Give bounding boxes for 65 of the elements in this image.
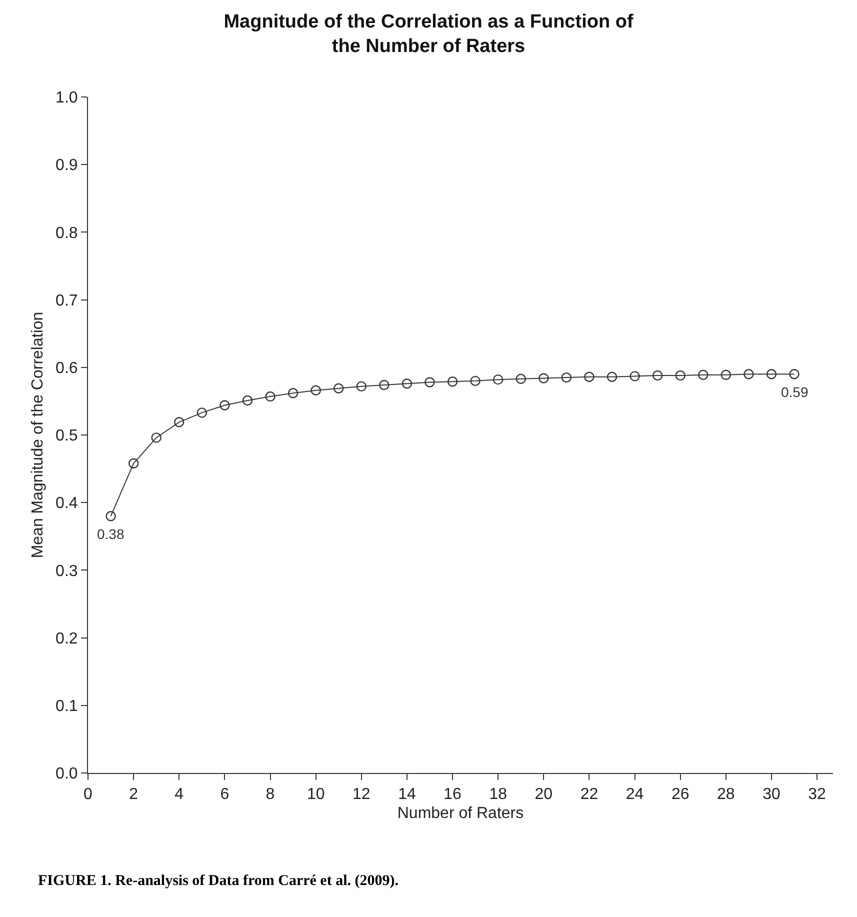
x-tick-label: 26 (671, 786, 690, 804)
point (242, 395, 253, 406)
point (128, 458, 139, 468)
point (675, 370, 686, 381)
point (698, 370, 708, 380)
y-tick-label: 0.3 (56, 562, 78, 580)
point (606, 372, 618, 382)
x-tick-label: 6 (220, 786, 230, 804)
x-tick-label: 28 (717, 786, 735, 804)
x-tick-label: 16 (444, 786, 462, 804)
x-tick-label: 32 (808, 786, 826, 804)
y-tick-label: 0.4 (56, 495, 78, 512)
y-tick-label: 0.7 (56, 292, 78, 310)
point (379, 380, 390, 390)
y-tick-label: 0.5 (56, 428, 78, 445)
point (516, 374, 526, 384)
point (789, 369, 800, 380)
x-tick-label: 8 (266, 786, 275, 804)
x-tick-label: 18 (489, 786, 508, 804)
point (288, 388, 298, 398)
y-tick-label: 0.2 (56, 630, 78, 648)
x-tick-label: 0 (84, 786, 93, 804)
point (538, 373, 549, 384)
chart-title: Magnitude of the Correlation as a Function of the Number of Raters (224, 12, 634, 58)
point (447, 376, 458, 387)
x-tick-label: 24 (626, 786, 644, 804)
point (630, 371, 640, 382)
x-tick-label: 22 (580, 786, 598, 804)
point (265, 391, 276, 402)
y-tick-label: 0.8 (56, 224, 78, 242)
annotation: 0.59 (781, 384, 808, 400)
point (196, 408, 208, 418)
point (584, 372, 594, 382)
point (766, 369, 777, 380)
point (174, 417, 184, 428)
x-tick-label: 30 (762, 786, 780, 804)
point (356, 381, 366, 392)
point (220, 400, 230, 410)
point (310, 385, 321, 396)
y-tick-label: 1.0 (56, 90, 78, 107)
point (151, 432, 162, 443)
point (334, 383, 344, 394)
point (492, 374, 504, 385)
point (402, 378, 412, 389)
x-tick-label: 12 (352, 786, 370, 804)
point (652, 370, 663, 381)
x-tick-label: 4 (174, 786, 184, 804)
x-tick-label: 14 (398, 786, 416, 804)
point (424, 377, 435, 388)
point (106, 511, 116, 522)
point (720, 370, 732, 380)
y-tick-label: 0.0 (56, 766, 78, 783)
x-tick-label: 10 (306, 786, 325, 804)
x-axis-title: Number of Raters (397, 804, 524, 822)
y-axis-title: Mean Magnitude of the Correlation (29, 312, 46, 558)
x-tick-label: 20 (534, 786, 553, 804)
y-tick-label: 0.1 (56, 698, 78, 715)
caption: FIGURE 1. Re-analysis of Data from Carré et al. (2009). (38, 873, 399, 889)
point (470, 376, 480, 386)
y-tick-label: 0.9 (56, 157, 78, 174)
y-tick-label: 0.6 (56, 360, 78, 377)
point (561, 372, 572, 383)
x-tick-label: 2 (129, 786, 138, 804)
annotation: 0.38 (97, 526, 124, 542)
point (744, 369, 754, 380)
